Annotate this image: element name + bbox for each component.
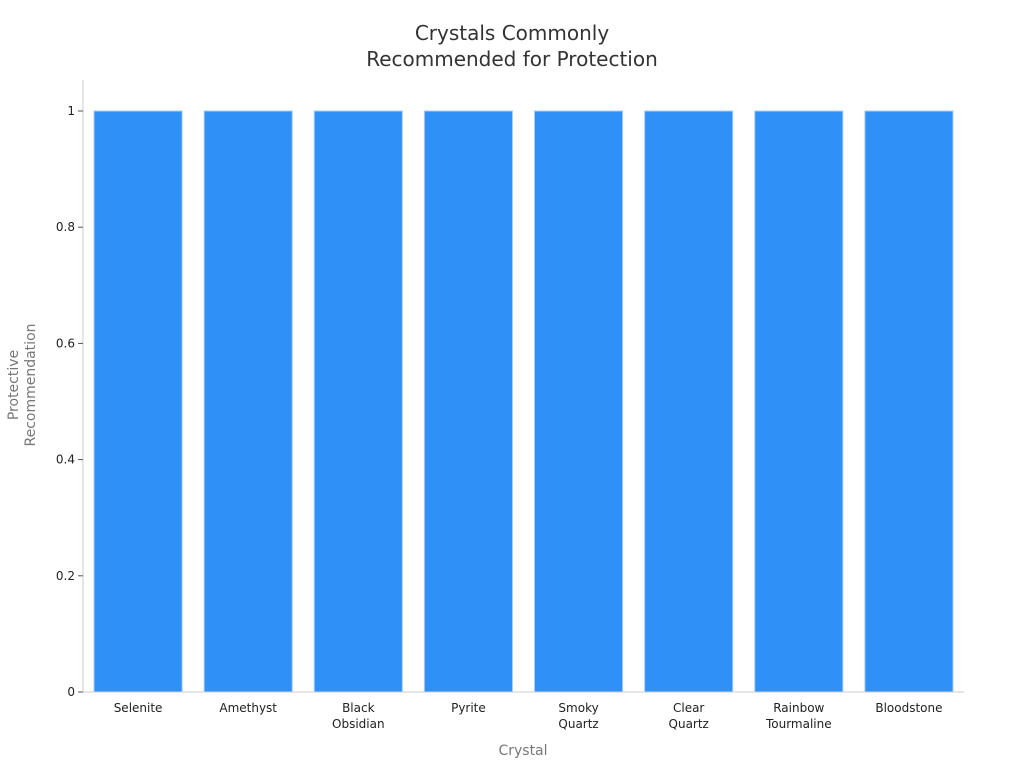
y-axis-title-text: ProtectiveRecommendation: [6, 323, 39, 446]
y-axis: 0 0.2 0.4 0.6 0.8 1: [56, 80, 84, 699]
x-tick-label-line: Smoky: [558, 701, 598, 715]
x-tick-label-line: Bloodstone: [875, 701, 942, 715]
bar-smoky-quartz: [534, 110, 624, 693]
x-tick-label: Black Obsidian: [332, 701, 385, 731]
bars: [93, 110, 954, 693]
y-tick-label: 0: [67, 685, 75, 699]
x-tick-label-line: Amethyst: [219, 701, 277, 715]
x-axis-title: Crystal: [498, 743, 547, 759]
x-axis-title-text: Crystal: [498, 743, 547, 759]
x-tick-label: Smoky Quartz: [558, 701, 598, 731]
x-tick-label: Selenite: [114, 701, 163, 715]
x-axis: Selenite Amethyst Black Obsidian Pyrite Smoky…: [83, 691, 964, 731]
y-axis-title: ProtectiveRecommendation: [6, 323, 39, 446]
y-tick-label: 0.4: [56, 453, 75, 467]
bar-black-obsidian: [313, 110, 403, 693]
x-tick-label: Pyrite: [451, 701, 486, 715]
bar-pyrite: [423, 110, 513, 693]
x-tick-label: Amethyst: [219, 701, 277, 715]
bar-rainbow-tourmaline: [754, 110, 844, 693]
x-tick-label: Clear Quartz: [669, 701, 709, 731]
bar-amethyst: [203, 110, 293, 693]
y-axis-title-line: Recommendation: [23, 323, 39, 446]
y-tick-label: 0.2: [56, 569, 75, 583]
x-tick-label-line: Black: [342, 701, 375, 715]
x-tick-label-line: Selenite: [114, 701, 163, 715]
x-tick-label-line: Clear: [673, 701, 704, 715]
bar-bloodstone: [864, 110, 954, 693]
bar-selenite: [93, 110, 183, 693]
y-tick-label: 0.6: [56, 336, 75, 350]
x-tick-label-line: Quartz: [558, 717, 598, 731]
bar-clear-quartz: [644, 110, 734, 693]
chart-title-line: Recommended for Protection: [366, 47, 658, 71]
y-tick-label: 1: [67, 104, 75, 118]
x-tick-label-line: Obsidian: [332, 717, 385, 731]
x-tick-label-line: Pyrite: [451, 701, 486, 715]
x-tick-label-line: Tourmaline: [765, 717, 832, 731]
x-tick-label-line: Quartz: [669, 717, 709, 731]
y-axis-title-line: Protective: [6, 350, 22, 420]
y-tick-label: 0.8: [56, 220, 75, 234]
x-tick-label-line: Rainbow: [773, 701, 824, 715]
x-tick-label: Rainbow Tourmaline: [765, 701, 832, 731]
chart-title-line: Crystals Commonly: [415, 21, 610, 45]
x-tick-label: Bloodstone: [875, 701, 942, 715]
